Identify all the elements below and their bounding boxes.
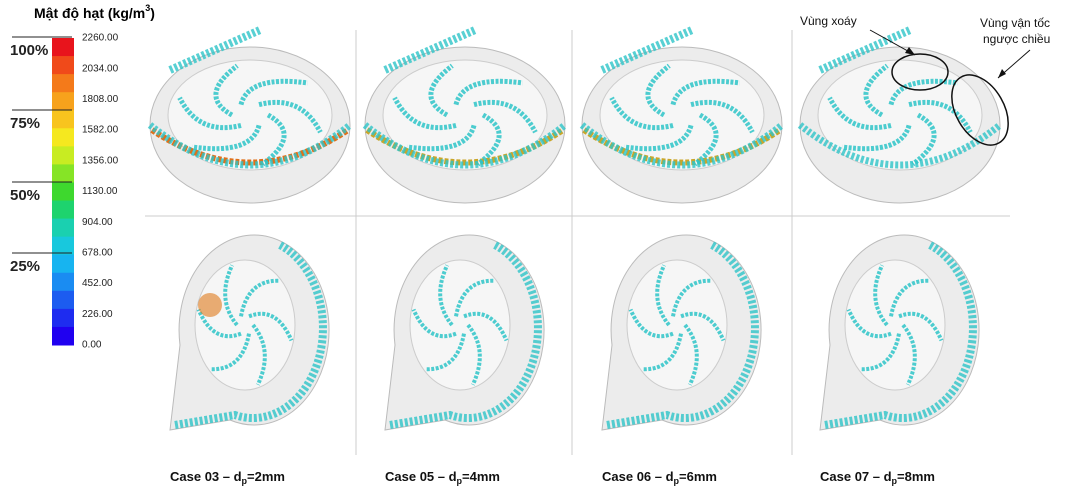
caption: Case 06 – dp=6mm <box>602 469 717 486</box>
caption: Case 03 – dp=2mm <box>170 469 285 486</box>
colorbar-band <box>52 182 74 201</box>
impeller <box>845 260 945 390</box>
percent-label: 100% <box>10 42 48 59</box>
caption-suffix: =2mm <box>247 469 285 484</box>
caption-prefix: Case 07 – d <box>820 469 892 484</box>
impeller <box>627 260 727 390</box>
colorbar-band <box>52 291 74 310</box>
colorbar-band <box>52 255 74 274</box>
caption: Case 07 – dp=8mm <box>820 469 935 486</box>
tick-label: 678.00 <box>82 248 113 259</box>
arrow-head <box>998 69 1006 78</box>
tick-label: 226.00 <box>82 309 113 320</box>
caption-suffix: =4mm <box>462 469 500 484</box>
tick-label: 904.00 <box>82 217 113 228</box>
colorbar-band <box>52 92 74 111</box>
captions: Case 03 – dp=2mm Case 05 – dp=4mm Case 06 … <box>170 469 935 486</box>
colorbar-band <box>52 164 74 183</box>
caption-suffix: =6mm <box>679 469 717 484</box>
colorbar-band <box>52 327 74 346</box>
tick-label: 452.00 <box>82 278 113 289</box>
colorbar-band <box>52 74 74 93</box>
percent-label: 50% <box>10 187 40 204</box>
annotation: ngược chiều <box>983 32 1050 46</box>
tick-label: 2034.00 <box>82 63 119 74</box>
colorbar <box>52 38 74 346</box>
colorbar-band <box>52 273 74 292</box>
caption-suffix: =8mm <box>897 469 935 484</box>
impeller <box>195 260 295 390</box>
percent-label: 25% <box>10 258 40 275</box>
caption: Case 05 – dp=4mm <box>385 469 500 486</box>
caption-prefix: Case 03 – d <box>170 469 242 484</box>
tick-label: 1130.00 <box>82 186 118 197</box>
colorbar-band <box>52 128 74 147</box>
colorbar-band <box>52 237 74 256</box>
tick-label: 1808.00 <box>82 94 119 105</box>
colorbar-band <box>52 219 74 238</box>
tick-label: 0.00 <box>82 340 102 351</box>
colorbar-band <box>52 309 74 328</box>
panels <box>150 30 1000 430</box>
tick-label: 2260.00 <box>82 33 119 44</box>
tick-label: 1582.00 <box>82 125 119 136</box>
colorbar-band <box>52 56 74 75</box>
colorbar-band <box>52 146 74 165</box>
colorbar-band <box>52 38 74 57</box>
figure: Mật độ hạt (kg/m3) 2260.00 2034.00 1808.00… <box>0 0 1077 493</box>
annotation: Vùng xoáy <box>800 14 857 28</box>
legend-title-end: ) <box>150 5 155 21</box>
colorbar-band <box>52 201 74 220</box>
tick-label: 1356.00 <box>82 155 119 166</box>
annotation: Vùng vận tốc <box>980 16 1050 30</box>
colorbar-band <box>52 110 74 129</box>
legend-title: Mật độ hạt (kg/m3) <box>34 3 155 20</box>
caption-prefix: Case 06 – d <box>602 469 674 484</box>
impeller <box>410 260 510 390</box>
hotspot <box>198 293 222 317</box>
percent-label: 75% <box>10 115 40 132</box>
caption-prefix: Case 05 – d <box>385 469 457 484</box>
legend-title-text: Mật độ hạt (kg/m <box>34 5 145 21</box>
colorbar-ticks: 2260.00 2034.00 1808.00 1582.00 1356.00 1130.… <box>82 33 119 351</box>
